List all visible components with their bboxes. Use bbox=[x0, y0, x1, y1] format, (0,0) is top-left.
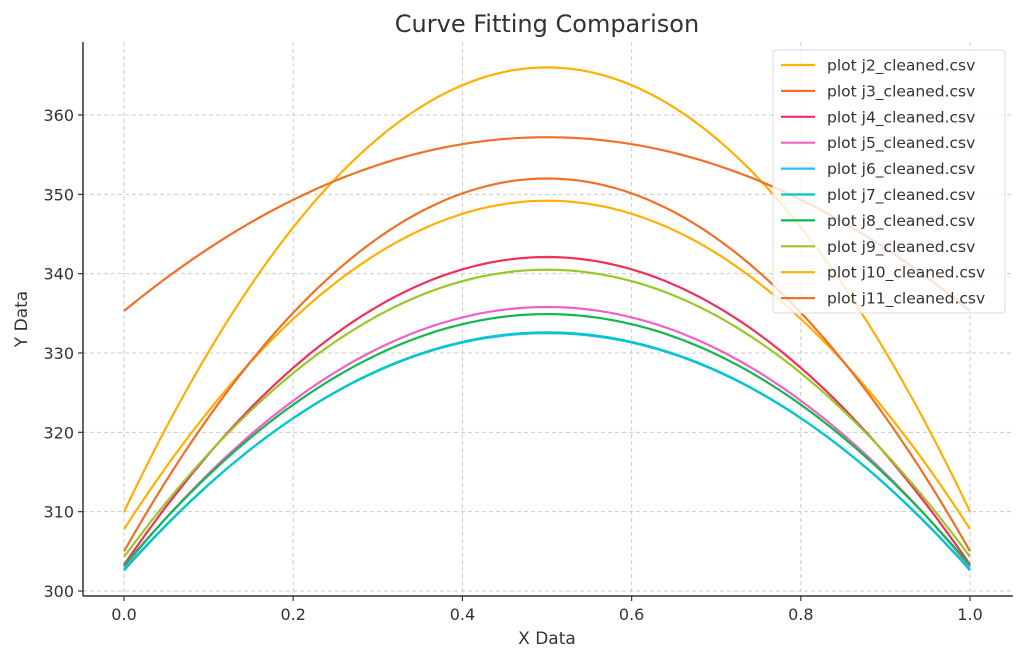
x-tick-label: 0.4 bbox=[450, 605, 475, 624]
x-tick-label: 0.2 bbox=[281, 605, 306, 624]
legend-label: plot j5_cleaned.csv bbox=[827, 134, 975, 153]
legend-box bbox=[772, 49, 1006, 314]
axes: 0.0 0.2 0.4 0.6 0.8 1.0 300 310 320 330 340 350 360 bbox=[43, 42, 1013, 624]
x-tick-label: 0.6 bbox=[619, 605, 644, 624]
legend-label: plot j7_cleaned.csv bbox=[827, 186, 975, 205]
y-tick-label: 360 bbox=[43, 106, 74, 125]
chart-title: Curve Fitting Comparison bbox=[395, 10, 699, 38]
x-tick-label: 0.8 bbox=[788, 605, 813, 624]
y-tick-label: 310 bbox=[43, 503, 74, 522]
y-tick-label: 350 bbox=[43, 185, 74, 204]
series-line-8 bbox=[123, 268, 971, 558]
x-tick-label: 1.0 bbox=[957, 605, 982, 624]
series-line-7 bbox=[123, 312, 971, 567]
y-tick-label: 320 bbox=[43, 423, 74, 442]
legend-label: plot j8_cleaned.csv bbox=[827, 212, 975, 231]
legend-label: plot j2_cleaned.csv bbox=[827, 57, 975, 76]
legend-label: plot j11_cleaned.csv bbox=[827, 290, 985, 309]
y-tick-label: 300 bbox=[43, 582, 74, 601]
legend-label: plot j4_cleaned.csv bbox=[827, 108, 975, 127]
series-line-9 bbox=[123, 199, 971, 530]
legend-label: plot j9_cleaned.csv bbox=[827, 238, 975, 257]
series-line-6 bbox=[123, 331, 971, 572]
y-tick-label: 330 bbox=[43, 344, 74, 363]
x-axis-label: X Data bbox=[518, 629, 576, 649]
series-line-3 bbox=[123, 255, 971, 566]
y-tick-label: 340 bbox=[43, 265, 74, 284]
legend-label: plot j10_cleaned.csv bbox=[827, 264, 985, 283]
series-line-10 bbox=[123, 177, 971, 552]
legend-label: plot j3_cleaned.csv bbox=[827, 82, 975, 101]
series-lines bbox=[123, 66, 971, 572]
y-axis-label: Y Data bbox=[12, 291, 32, 348]
legend-label: plot j6_cleaned.csv bbox=[827, 160, 975, 179]
series-line-5 bbox=[123, 332, 971, 571]
series-line-4 bbox=[123, 305, 971, 568]
x-tick-label: 0.0 bbox=[111, 605, 136, 624]
